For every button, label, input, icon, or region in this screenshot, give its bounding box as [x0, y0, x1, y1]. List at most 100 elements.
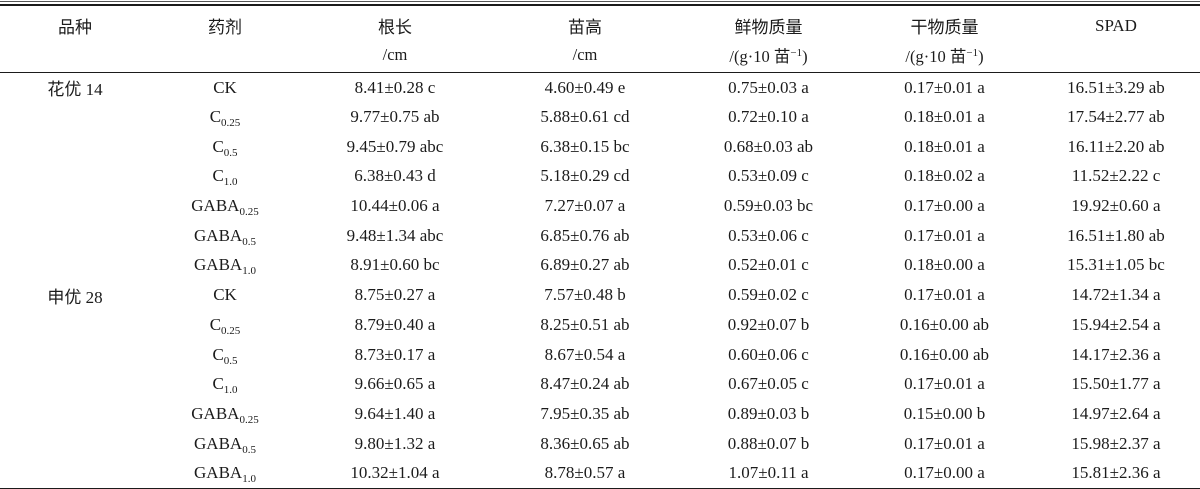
- value-cell-seedling-height: 8.36±0.65 ab: [540, 433, 630, 453]
- agent-concentration-subscript: 0.5: [223, 354, 238, 367]
- value-cell-fresh-weight: 0.52±0.01 c: [728, 255, 809, 275]
- agent-label: C: [209, 314, 222, 334]
- agent-label: GABA: [194, 225, 243, 245]
- table-row: 花优 14 CK 8.41±0.28 c 4.60±0.49 e 0.75±0.03 a…: [0, 73, 1200, 103]
- value-cell-root-length: 8.41±0.28 c: [354, 77, 436, 97]
- col-header-agent: 药剂: [150, 5, 300, 42]
- value-cell-root-length: 8.75±0.27 a: [354, 285, 436, 305]
- agent-label: CK: [213, 77, 237, 97]
- table-body: 花优 14 CK 8.41±0.28 c 4.60±0.49 e 0.75±0.03 a…: [0, 73, 1200, 489]
- variety-cell: [0, 191, 150, 221]
- value-cell-dry-weight: 0.17±0.01 a: [904, 77, 985, 97]
- value-cell-seedling-height: 6.89±0.27 ab: [540, 255, 630, 275]
- header-label: 干物质量: [910, 18, 979, 37]
- agent-cell: CK: [150, 280, 300, 310]
- variety-cell: [0, 458, 150, 488]
- col-unit-seedling-height: /cm: [490, 42, 680, 73]
- agent-cell: C1.0: [150, 162, 300, 192]
- col-unit-agent: [150, 42, 300, 73]
- agent-label: C: [212, 136, 224, 156]
- header-label: 根长: [378, 18, 412, 37]
- header-label: 苗高: [568, 18, 602, 37]
- value-cell-spad: 15.50±1.77 a: [1071, 374, 1161, 394]
- table-row: C0.25 9.77±0.75 ab 5.88±0.61 cd 0.72±0.10 a…: [0, 102, 1200, 132]
- value-cell-spad: 19.92±0.60 a: [1071, 196, 1161, 216]
- table-row: C0.5 9.45±0.79 abc 6.38±0.15 bc 0.68±0.03 a…: [0, 132, 1200, 162]
- agent-cell: CK: [150, 73, 300, 103]
- value-cell-dry-weight: 0.17±0.01 a: [904, 285, 985, 305]
- table-row: 申优 28 CK 8.75±0.27 a 7.57±0.48 b 0.59±0.02 c…: [0, 280, 1200, 310]
- unit-label: /cm: [572, 45, 598, 64]
- variety-cell: [0, 221, 150, 251]
- value-cell-dry-weight: 0.17±0.00 a: [904, 196, 985, 216]
- value-cell-spad: 14.17±2.36 a: [1071, 344, 1161, 364]
- value-cell-root-length: 9.66±0.65 a: [354, 374, 436, 394]
- header-label: 鲜物质量: [734, 18, 803, 37]
- header-name-row: 品种 药剂 根长 苗高 鲜物质量 干物质量 SPAD: [0, 5, 1200, 42]
- value-cell-dry-weight: 0.17±0.01 a: [904, 433, 985, 453]
- agent-cell: C0.5: [150, 340, 300, 370]
- agent-cell: C0.25: [150, 310, 300, 340]
- col-unit-dry-weight: /(g·10 苗−1): [857, 42, 1032, 73]
- table-row: GABA0.25 9.64±1.40 a 7.95±0.35 ab 0.89±0.03…: [0, 399, 1200, 429]
- table-row: C0.5 8.73±0.17 a 8.67±0.54 a 0.60±0.06 c 0.1…: [0, 340, 1200, 370]
- header-label: SPAD: [1095, 15, 1137, 35]
- table-row: C1.0 9.66±0.65 a 8.47±0.24 ab 0.67±0.05 c 0.…: [0, 369, 1200, 399]
- value-cell-root-length: 10.44±0.06 a: [350, 196, 440, 216]
- value-cell-dry-weight: 0.18±0.00 a: [904, 255, 985, 275]
- value-cell-spad: 17.54±2.77 ab: [1067, 107, 1165, 127]
- variety-cell: [0, 429, 150, 459]
- col-header-root-length: 根长: [300, 5, 490, 42]
- treatment-results-table: 品种 药剂 根长 苗高 鲜物质量 干物质量 SPAD /cm/cm/(g·10 苗−1)/(…: [0, 4, 1200, 488]
- unit-label-close: ): [978, 47, 984, 66]
- agent-cell: C1.0: [150, 369, 300, 399]
- agent-cell: GABA0.25: [150, 399, 300, 429]
- agent-label: GABA: [194, 463, 243, 483]
- value-cell-fresh-weight: 0.59±0.03 bc: [723, 196, 814, 216]
- value-cell-fresh-weight: 0.60±0.06 c: [728, 344, 809, 364]
- agent-concentration-subscript: 0.5: [242, 443, 256, 456]
- value-cell-fresh-weight: 1.07±0.11 a: [728, 463, 809, 483]
- value-cell-fresh-weight: 0.92±0.07 b: [727, 314, 810, 334]
- agent-cell: GABA1.0: [150, 251, 300, 281]
- unit-label-close: ): [802, 47, 808, 66]
- value-cell-dry-weight: 0.16±0.00 ab: [899, 314, 990, 334]
- header-label: 品种: [58, 18, 92, 37]
- value-cell-dry-weight: 0.18±0.01 a: [904, 136, 985, 156]
- agent-cell: GABA1.0: [150, 458, 300, 488]
- agent-concentration-subscript: 1.0: [242, 473, 256, 486]
- value-cell-spad: 15.81±2.36 a: [1071, 463, 1161, 483]
- value-cell-spad: 14.72±1.34 a: [1071, 285, 1161, 305]
- col-unit-root-length: /cm: [300, 42, 490, 73]
- header-unit-row: /cm/cm/(g·10 苗−1)/(g·10 苗−1): [0, 42, 1200, 73]
- variety-cell: [0, 399, 150, 429]
- agent-label: GABA: [194, 255, 243, 275]
- value-cell-spad: 14.97±2.64 a: [1071, 403, 1161, 423]
- value-cell-fresh-weight: 0.68±0.03 ab: [723, 136, 814, 156]
- variety-cell: [0, 162, 150, 192]
- value-cell-spad: 11.52±2.22 c: [1071, 166, 1161, 186]
- header-label: 药剂: [208, 18, 242, 37]
- agent-concentration-subscript: 1.0: [223, 176, 238, 189]
- col-header-dry-weight: 干物质量: [857, 5, 1032, 42]
- table-row: GABA1.0 8.91±0.60 bc 6.89±0.27 ab 0.52±0.01…: [0, 251, 1200, 281]
- agent-cell: C0.25: [150, 102, 300, 132]
- value-cell-seedling-height: 4.60±0.49 e: [544, 77, 626, 97]
- agent-cell: GABA0.5: [150, 429, 300, 459]
- value-cell-spad: 16.51±1.80 ab: [1067, 225, 1165, 245]
- value-cell-seedling-height: 8.67±0.54 a: [544, 344, 626, 364]
- value-cell-dry-weight: 0.17±0.01 a: [904, 374, 985, 394]
- value-cell-dry-weight: 0.15±0.00 b: [903, 403, 986, 423]
- col-header-spad: SPAD: [1032, 5, 1200, 42]
- value-cell-root-length: 10.32±1.04 a: [350, 463, 440, 483]
- table-row: C1.0 6.38±0.43 d 5.18±0.29 cd 0.53±0.09 c 0.…: [0, 162, 1200, 192]
- variety-cell: 花优 14: [47, 80, 103, 100]
- value-cell-seedling-height: 8.47±0.24 ab: [540, 374, 630, 394]
- variety-cell: [0, 251, 150, 281]
- agent-concentration-subscript: 0.5: [223, 146, 238, 159]
- table-row: GABA0.5 9.48±1.34 abc 6.85±0.76 ab 0.53±0.0…: [0, 221, 1200, 251]
- value-cell-root-length: 9.77±0.75 ab: [350, 107, 440, 127]
- value-cell-spad: 15.98±2.37 a: [1071, 433, 1161, 453]
- value-cell-fresh-weight: 0.53±0.06 c: [728, 225, 809, 245]
